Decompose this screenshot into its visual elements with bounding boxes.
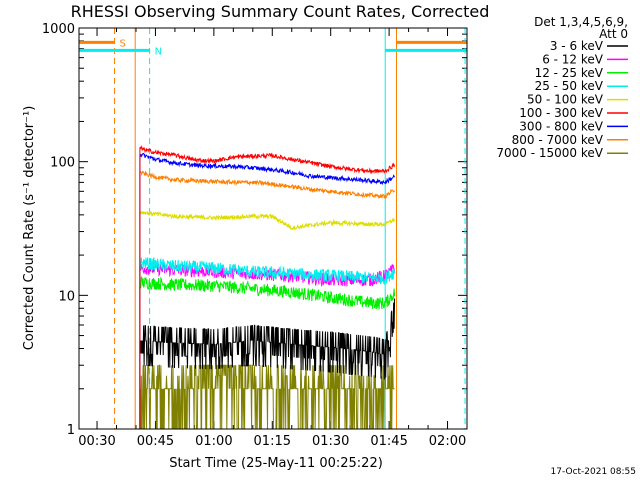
y-tick-label: 100 — [50, 156, 75, 171]
series-line — [139, 298, 396, 429]
x-tick-label: 01:15 — [254, 434, 291, 449]
legend-entry-label: 100 - 300 keV — [519, 106, 603, 120]
timestamp: 17-Oct-2021 08:55 — [551, 467, 636, 477]
series-line — [139, 210, 396, 429]
series-line — [139, 144, 396, 429]
x-tick-label: 00:45 — [137, 434, 174, 449]
series-line — [139, 275, 396, 429]
x-tick-label: 01:30 — [312, 434, 349, 449]
series-line — [139, 364, 395, 430]
x-tick-label: 01:45 — [370, 434, 407, 449]
series-line — [139, 152, 396, 429]
legend-entry-label: 6 - 12 keV — [542, 52, 604, 66]
y-tick-label: 10 — [58, 289, 75, 304]
series-line — [139, 170, 395, 429]
legend-entry-label: 50 - 100 keV — [527, 93, 604, 107]
legend-entry-label: 7000 - 15000 keV — [496, 146, 603, 160]
y-axis-label: Corrected Count Rate (s⁻¹ detector⁻¹) — [22, 106, 37, 351]
y-tick-label: 1 — [67, 423, 75, 438]
legend-entry-label: 800 - 7000 keV — [512, 133, 604, 147]
legend-entry-label: 12 - 25 keV — [535, 66, 604, 80]
legend-header-attenuator: Att 0 — [599, 27, 628, 41]
x-axis-label: Start Time (25-May-11 00:25:22) — [169, 456, 383, 471]
legend-header-detectors: Det 1,3,4,5,6,9, — [534, 15, 628, 29]
chart-title: RHESSI Observing Summary Count Rates, Co… — [71, 2, 490, 21]
flag-label-n: N — [155, 46, 162, 57]
legend-entry-label: 300 - 800 keV — [519, 119, 603, 133]
legend-entry-label: 25 - 50 keV — [535, 79, 604, 93]
legend-entry-label: 3 - 6 keV — [550, 39, 604, 53]
y-tick-label: 1000 — [42, 22, 75, 37]
x-tick-label: 00:30 — [78, 434, 115, 449]
x-tick-label: 01:00 — [195, 434, 232, 449]
plot-frame — [78, 27, 468, 430]
series-line — [139, 257, 396, 429]
flag-label-s: S — [120, 38, 126, 49]
x-tick-label: 02:00 — [429, 434, 466, 449]
